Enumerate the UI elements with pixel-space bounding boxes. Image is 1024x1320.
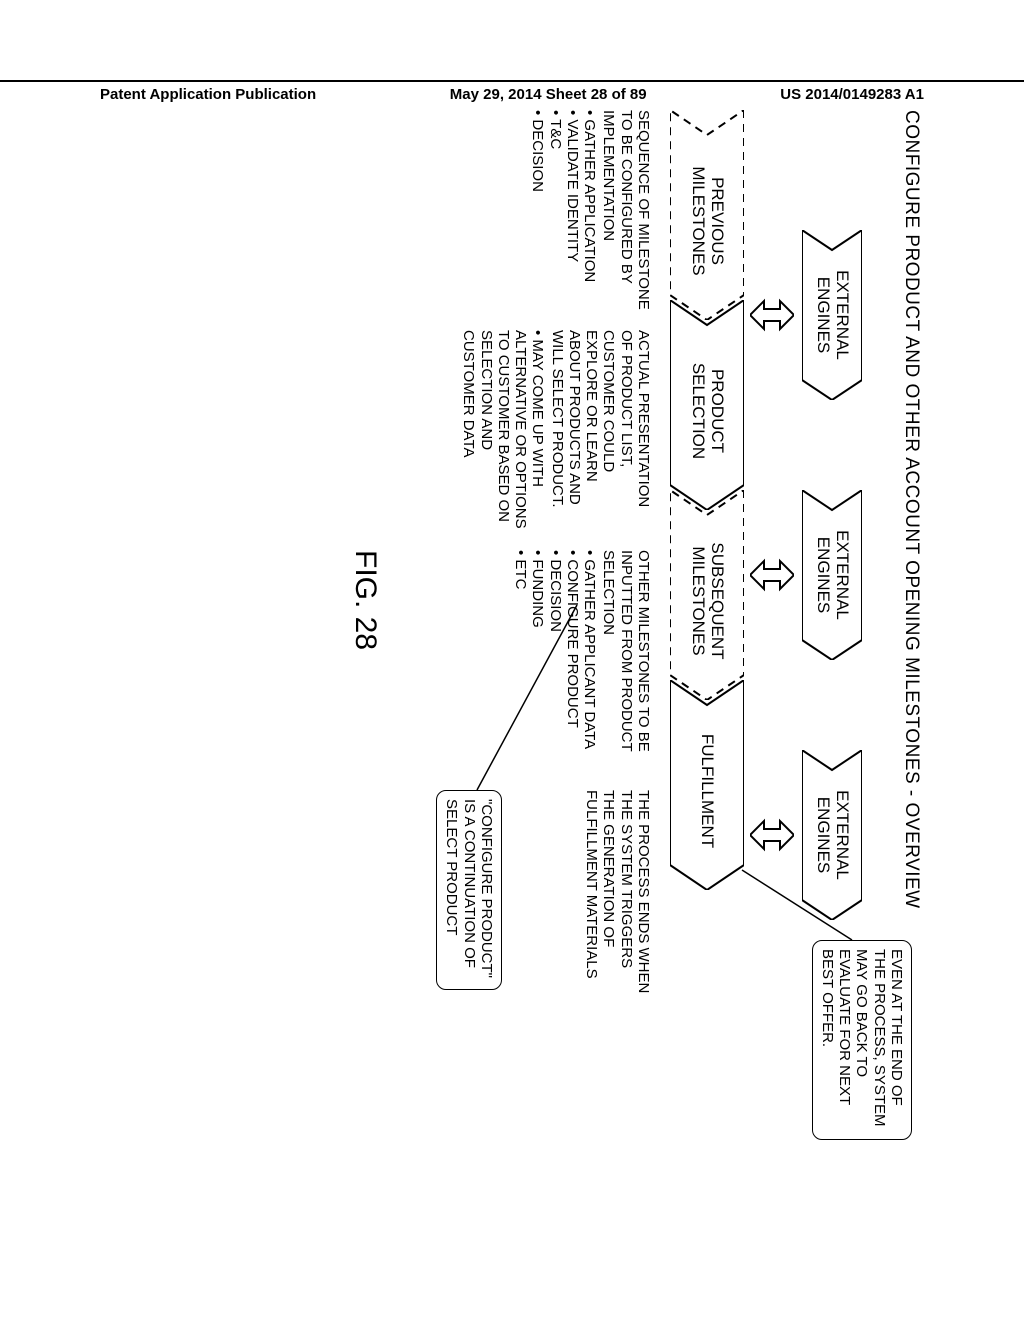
list-item: T&C	[547, 110, 564, 310]
desc-subsequent: OTHER MILESTONES TO BE INPUTTED FROM PRO…	[460, 550, 652, 770]
list-item: GATHER APPLICATION	[581, 110, 598, 310]
diagram-title: CONFIGURE PRODUCT AND OTHER ACCOUNT OPEN…	[900, 110, 922, 909]
figure-label: FIG. 28	[348, 550, 382, 650]
engine-label: EXTERNAL ENGINES	[813, 790, 850, 880]
desc-intro: THE PROCESS ENDS WHEN THE SYSTEM TRIGGER…	[583, 790, 652, 1000]
diagram: CONFIGURE PRODUCT AND OTHER ACCOUNT OPEN…	[102, 110, 922, 1210]
engine-label: EXTERNAL ENGINES	[813, 530, 850, 620]
list-item: FUNDING	[529, 550, 546, 770]
double-arrow-icon	[750, 295, 794, 335]
header-right: US 2014/0149283 A1	[780, 86, 1024, 103]
list-item: CONFIGURE PRODUCT	[564, 550, 581, 770]
milestone-product-selection: PRODUCT SELECTION	[670, 300, 744, 510]
desc-list: GATHER APPLICATION VALIDATE IDENTITY T&C…	[529, 110, 598, 310]
header-left: Patent Application Publication	[0, 86, 316, 103]
milestone-subsequent: SUBSEQUENT MILESTONES	[670, 490, 744, 700]
list-item: DECISION	[547, 550, 564, 770]
header-center: May 29, 2014 Sheet 28 of 89	[450, 86, 647, 103]
list-item: DECISION	[529, 110, 546, 310]
list-item: VALIDATE IDENTITY	[564, 110, 581, 310]
double-arrow-icon	[750, 555, 794, 595]
milestones-row: PREVIOUS MILESTONES PRODUCT SELECTION SU…	[670, 110, 744, 870]
page-header: Patent Application Publication May 29, 2…	[0, 80, 1024, 103]
list-item: GATHER APPLICANT DATA	[581, 550, 598, 770]
engine-arrow-2: EXTERNAL ENGINES	[802, 490, 862, 660]
milestone-label: PRODUCT SELECTION	[688, 337, 725, 473]
engine-arrow-1: EXTERNAL ENGINES	[802, 230, 862, 400]
desc-list: GATHER APPLICANT DATA CONFIGURE PRODUCT …	[512, 550, 598, 770]
milestone-previous: PREVIOUS MILESTONES	[670, 110, 744, 320]
engine-label: EXTERNAL ENGINES	[813, 270, 850, 360]
list-item: ETC	[512, 550, 529, 770]
desc-list: MAY COME UP WITH ALTERNATIVE OR OPTIONS …	[460, 330, 546, 530]
milestone-label: FULFILLMENT	[698, 708, 717, 862]
milestone-fulfillment: FULFILLMENT	[670, 680, 744, 890]
milestone-label: SUBSEQUENT MILESTONES	[688, 516, 725, 673]
milestone-label: PREVIOUS MILESTONES	[688, 140, 725, 289]
engines-row: EXTERNAL ENGINES EXTERNAL ENGINES EXTERN…	[802, 230, 862, 920]
desc-selection: ACTUAL PRESENTATION OF PRODUCT LIST, CUS…	[460, 330, 652, 530]
desc-intro: OTHER MILESTONES TO BE INPUTTED FROM PRO…	[600, 550, 652, 770]
desc-intro: ACTUAL PRESENTATION OF PRODUCT LIST, CUS…	[549, 330, 653, 530]
double-arrow-icon	[750, 815, 794, 855]
callout-configure-product: "CONFIGURE PRODUCT" IS A CONTINUATION OF…	[436, 790, 502, 990]
callout-next-best-offer: EVEN AT THE END OF THE PROCESS, SYSTEM M…	[812, 940, 912, 1140]
desc-previous: SEQUENCE OF MILESTONE TO BE CONFIGURED B…	[460, 110, 652, 310]
list-item: MAY COME UP WITH ALTERNATIVE OR OPTIONS …	[460, 330, 546, 530]
engine-arrow-3: EXTERNAL ENGINES	[802, 750, 862, 920]
desc-intro: SEQUENCE OF MILESTONE TO BE CONFIGURED B…	[600, 110, 652, 310]
